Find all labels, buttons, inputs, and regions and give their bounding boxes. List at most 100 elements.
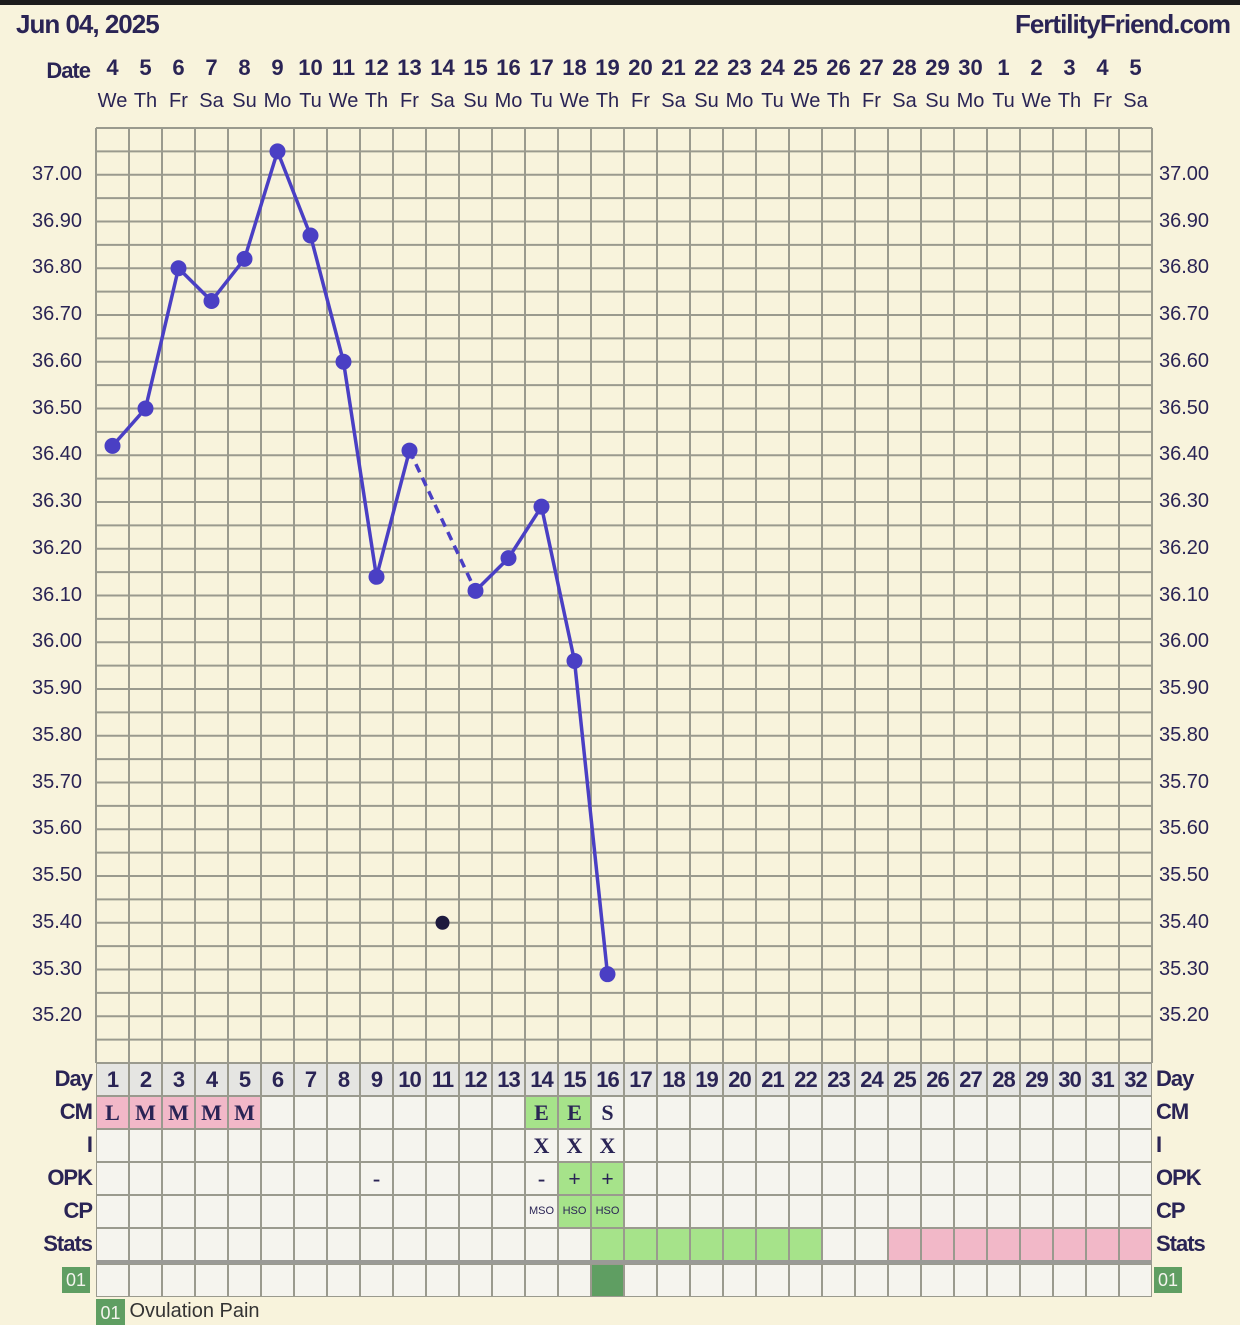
opk-cell[interactable] xyxy=(294,1162,327,1195)
tag-01-cell[interactable] xyxy=(129,1264,162,1297)
day-number-cell[interactable]: 1 xyxy=(96,1063,129,1096)
opk-cell[interactable] xyxy=(1020,1162,1053,1195)
intercourse-cell[interactable] xyxy=(360,1129,393,1162)
cp-cell[interactable]: HSO xyxy=(591,1195,624,1228)
cm-cell[interactable]: L xyxy=(96,1096,129,1129)
intercourse-cell[interactable] xyxy=(1086,1129,1119,1162)
stats-cell[interactable] xyxy=(327,1228,360,1261)
tag-01-cell[interactable] xyxy=(327,1264,360,1297)
tag-01-cell[interactable] xyxy=(723,1264,756,1297)
cp-cell[interactable]: HSO xyxy=(558,1195,591,1228)
intercourse-cell[interactable]: X xyxy=(525,1129,558,1162)
intercourse-cell[interactable] xyxy=(393,1129,426,1162)
cp-cell[interactable] xyxy=(888,1195,921,1228)
tag-01-cell[interactable] xyxy=(987,1264,1020,1297)
cm-cell[interactable] xyxy=(624,1096,657,1129)
intercourse-cell[interactable] xyxy=(624,1129,657,1162)
cm-cell[interactable] xyxy=(690,1096,723,1129)
opk-cell[interactable] xyxy=(987,1162,1020,1195)
tag-01-cell[interactable] xyxy=(1086,1264,1119,1297)
day-number-cell[interactable]: 15 xyxy=(558,1063,591,1096)
cp-cell[interactable] xyxy=(624,1195,657,1228)
brand-logo-text[interactable]: FertilityFriend.com xyxy=(1014,9,1231,39)
cp-cell[interactable] xyxy=(162,1195,195,1228)
stats-cell[interactable] xyxy=(360,1228,393,1261)
cp-cell[interactable] xyxy=(129,1195,162,1228)
tag-01-cell[interactable] xyxy=(921,1264,954,1297)
day-number-cell[interactable]: 26 xyxy=(921,1063,954,1096)
stats-cell[interactable] xyxy=(393,1228,426,1261)
opk-cell[interactable] xyxy=(228,1162,261,1195)
cp-cell[interactable] xyxy=(393,1195,426,1228)
tag-01-cell[interactable] xyxy=(822,1264,855,1297)
cp-cell[interactable] xyxy=(822,1195,855,1228)
day-number-cell[interactable]: 8 xyxy=(327,1063,360,1096)
intercourse-cell[interactable] xyxy=(1119,1129,1152,1162)
cp-cell[interactable] xyxy=(954,1195,987,1228)
intercourse-cell[interactable] xyxy=(96,1129,129,1162)
tag-01-cell[interactable] xyxy=(789,1264,822,1297)
opk-cell[interactable] xyxy=(1086,1162,1119,1195)
day-number-cell[interactable]: 19 xyxy=(690,1063,723,1096)
stats-cell[interactable] xyxy=(1020,1228,1053,1261)
cm-cell[interactable]: M xyxy=(195,1096,228,1129)
day-number-cell[interactable]: 7 xyxy=(294,1063,327,1096)
tag-01-cell[interactable] xyxy=(162,1264,195,1297)
intercourse-cell[interactable] xyxy=(657,1129,690,1162)
opk-cell[interactable]: - xyxy=(525,1162,558,1195)
tag-01-cell[interactable] xyxy=(855,1264,888,1297)
cm-cell[interactable]: E xyxy=(525,1096,558,1129)
cp-cell[interactable] xyxy=(789,1195,822,1228)
cm-cell[interactable] xyxy=(888,1096,921,1129)
stats-cell[interactable] xyxy=(624,1228,657,1261)
tag-01-cell[interactable] xyxy=(1119,1264,1152,1297)
cp-cell[interactable] xyxy=(228,1195,261,1228)
cm-cell[interactable]: M xyxy=(162,1096,195,1129)
opk-cell[interactable] xyxy=(162,1162,195,1195)
cp-cell[interactable] xyxy=(1119,1195,1152,1228)
stats-cell[interactable] xyxy=(261,1228,294,1261)
cp-cell[interactable] xyxy=(327,1195,360,1228)
stats-cell[interactable] xyxy=(1119,1228,1152,1261)
stats-cell[interactable] xyxy=(426,1228,459,1261)
cm-cell[interactable] xyxy=(921,1096,954,1129)
stats-cell[interactable] xyxy=(822,1228,855,1261)
opk-cell[interactable] xyxy=(624,1162,657,1195)
cm-cell[interactable] xyxy=(393,1096,426,1129)
tag-01-cell[interactable] xyxy=(1020,1264,1053,1297)
day-number-cell[interactable]: 4 xyxy=(195,1063,228,1096)
cm-cell[interactable] xyxy=(723,1096,756,1129)
cp-cell[interactable] xyxy=(426,1195,459,1228)
stats-cell[interactable] xyxy=(921,1228,954,1261)
intercourse-cell[interactable] xyxy=(1020,1129,1053,1162)
cp-cell[interactable] xyxy=(294,1195,327,1228)
opk-cell[interactable] xyxy=(96,1162,129,1195)
opk-cell[interactable] xyxy=(393,1162,426,1195)
stats-cell[interactable] xyxy=(162,1228,195,1261)
intercourse-cell[interactable] xyxy=(756,1129,789,1162)
tag-01-cell[interactable] xyxy=(591,1264,624,1297)
day-number-cell[interactable]: 16 xyxy=(591,1063,624,1096)
stats-cell[interactable] xyxy=(690,1228,723,1261)
stats-cell[interactable] xyxy=(228,1228,261,1261)
day-number-cell[interactable]: 31 xyxy=(1086,1063,1119,1096)
stats-cell[interactable] xyxy=(294,1228,327,1261)
intercourse-cell[interactable] xyxy=(261,1129,294,1162)
opk-cell[interactable] xyxy=(1053,1162,1086,1195)
intercourse-cell[interactable]: X xyxy=(558,1129,591,1162)
day-number-cell[interactable]: 11 xyxy=(426,1063,459,1096)
cp-cell[interactable] xyxy=(756,1195,789,1228)
opk-cell[interactable] xyxy=(195,1162,228,1195)
intercourse-cell[interactable] xyxy=(690,1129,723,1162)
intercourse-cell[interactable] xyxy=(1053,1129,1086,1162)
opk-cell[interactable] xyxy=(1119,1162,1152,1195)
stats-cell[interactable] xyxy=(96,1228,129,1261)
stats-cell[interactable] xyxy=(855,1228,888,1261)
cm-cell[interactable] xyxy=(855,1096,888,1129)
day-number-cell[interactable]: 29 xyxy=(1020,1063,1053,1096)
stats-cell[interactable] xyxy=(129,1228,162,1261)
day-number-cell[interactable]: 22 xyxy=(789,1063,822,1096)
tag-01-cell[interactable] xyxy=(195,1264,228,1297)
tag-01-cell[interactable] xyxy=(294,1264,327,1297)
stats-cell[interactable] xyxy=(723,1228,756,1261)
